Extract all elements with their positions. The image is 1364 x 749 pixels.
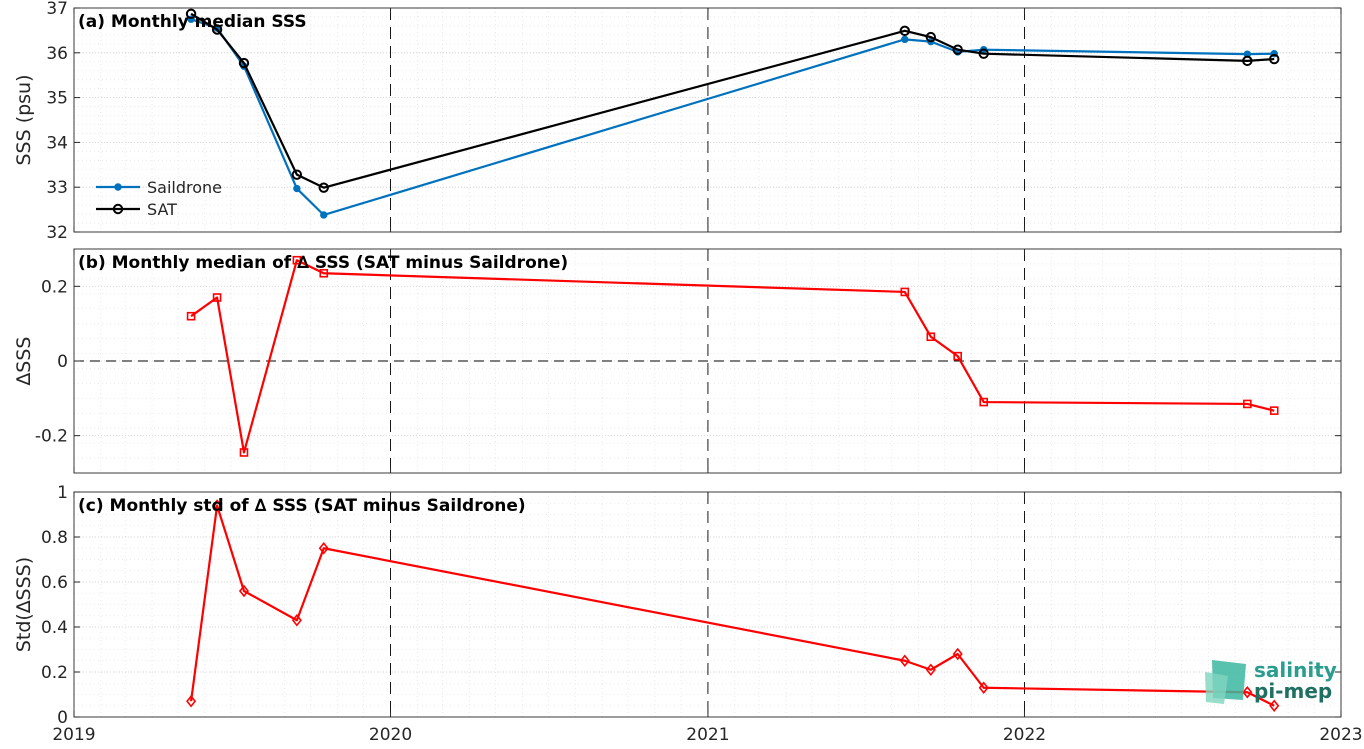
data-point (978, 681, 989, 695)
y-tick-label: 36 (46, 44, 68, 64)
y-tick-label: -0.2 (35, 427, 68, 447)
legend-swatch-marker (114, 183, 122, 191)
data-point (186, 694, 197, 708)
data-point (899, 654, 910, 668)
panel-title: (a) Monthly median SSS (78, 12, 307, 32)
data-point (292, 255, 302, 265)
data-point (318, 182, 329, 193)
legend-swatch-marker (112, 203, 124, 215)
y-axis-label: ∆SSS (13, 337, 35, 387)
series-line-delta (189, 504, 1275, 707)
data-point (291, 169, 303, 180)
y-tick-label: 1 (57, 483, 68, 503)
y-tick-label: 0.6 (41, 573, 68, 593)
series-line-saildrone (190, 18, 1275, 217)
y-axis-label: Std(∆SSS) (13, 557, 35, 652)
y-tick-label: 34 (46, 133, 68, 153)
series-line-sat (190, 12, 1275, 189)
logo-text: pi-mep (1254, 679, 1332, 703)
y-tick-label: 0.2 (41, 663, 68, 683)
x-tick-label: 2023 (1319, 725, 1362, 745)
data-point (978, 48, 989, 59)
data-point (291, 613, 302, 627)
panel-title: (b) Monthly median of ∆ SSS (SAT minus S… (78, 253, 568, 273)
x-tick-label: 2019 (52, 725, 95, 745)
data-point (925, 663, 936, 677)
data-point (239, 448, 249, 457)
data-point (186, 311, 196, 321)
chart-panel-3: 0 0.2 0.4 0.6 0.8 1 2019 2020 2021 2022 2023 Std(∆S… (13, 483, 1363, 745)
x-tick-label: 2021 (686, 725, 729, 745)
data-point (319, 268, 329, 278)
y-axis-label: SSS (psu) (13, 74, 35, 165)
data-point (1242, 685, 1253, 699)
y-tick-label: 32 (46, 223, 68, 243)
data-point (238, 57, 250, 69)
data-point (926, 332, 936, 342)
data-point (185, 8, 197, 20)
chart-panel-1: 32 33 34 35 36 37 SSS (psu) (a) Monthly median … (13, 0, 1342, 243)
y-tick-label: 35 (46, 89, 68, 109)
data-point (953, 351, 962, 361)
logo-text: salinity (1254, 658, 1337, 682)
data-point (925, 31, 937, 43)
x-tick-label: 2020 (369, 725, 412, 745)
data-point (952, 647, 963, 661)
legend-label: Saildrone (147, 178, 222, 197)
y-tick-label: 33 (46, 178, 68, 198)
logo-mark-icon (1205, 672, 1228, 704)
data-point (899, 25, 910, 37)
data-point (1269, 53, 1280, 65)
data-point (900, 287, 910, 297)
data-point (320, 211, 328, 219)
y-tick-label: 0 (57, 708, 68, 728)
legend-label: SAT (147, 200, 177, 219)
y-tick-label: 0.4 (41, 618, 68, 638)
data-point (211, 24, 223, 35)
data-point (901, 35, 909, 44)
y-tick-label: 0.8 (41, 528, 68, 548)
data-point (1269, 699, 1280, 713)
data-point (979, 397, 989, 407)
data-point (212, 293, 222, 302)
y-tick-label: 0 (57, 352, 68, 372)
legend: Saildrone SAT (96, 178, 222, 219)
data-point (318, 541, 329, 555)
y-tick-label: 37 (46, 0, 68, 19)
data-point (1243, 399, 1252, 409)
data-point (238, 584, 249, 598)
y-tick-label: 0.2 (41, 277, 68, 297)
series-line-delta (190, 259, 1275, 454)
chart-panel-2: -0.2 0 0.2 ∆SSS (b) Monthly median of ∆ SSS … (13, 248, 1342, 474)
data-point (212, 499, 223, 512)
panel-title: (c) Monthly std of ∆ SSS (SAT minus Sail… (78, 496, 526, 516)
data-point (1242, 55, 1253, 67)
data-point (293, 184, 301, 193)
data-point (1269, 406, 1279, 415)
x-tick-label: 2022 (1003, 725, 1046, 745)
data-point (952, 44, 963, 55)
